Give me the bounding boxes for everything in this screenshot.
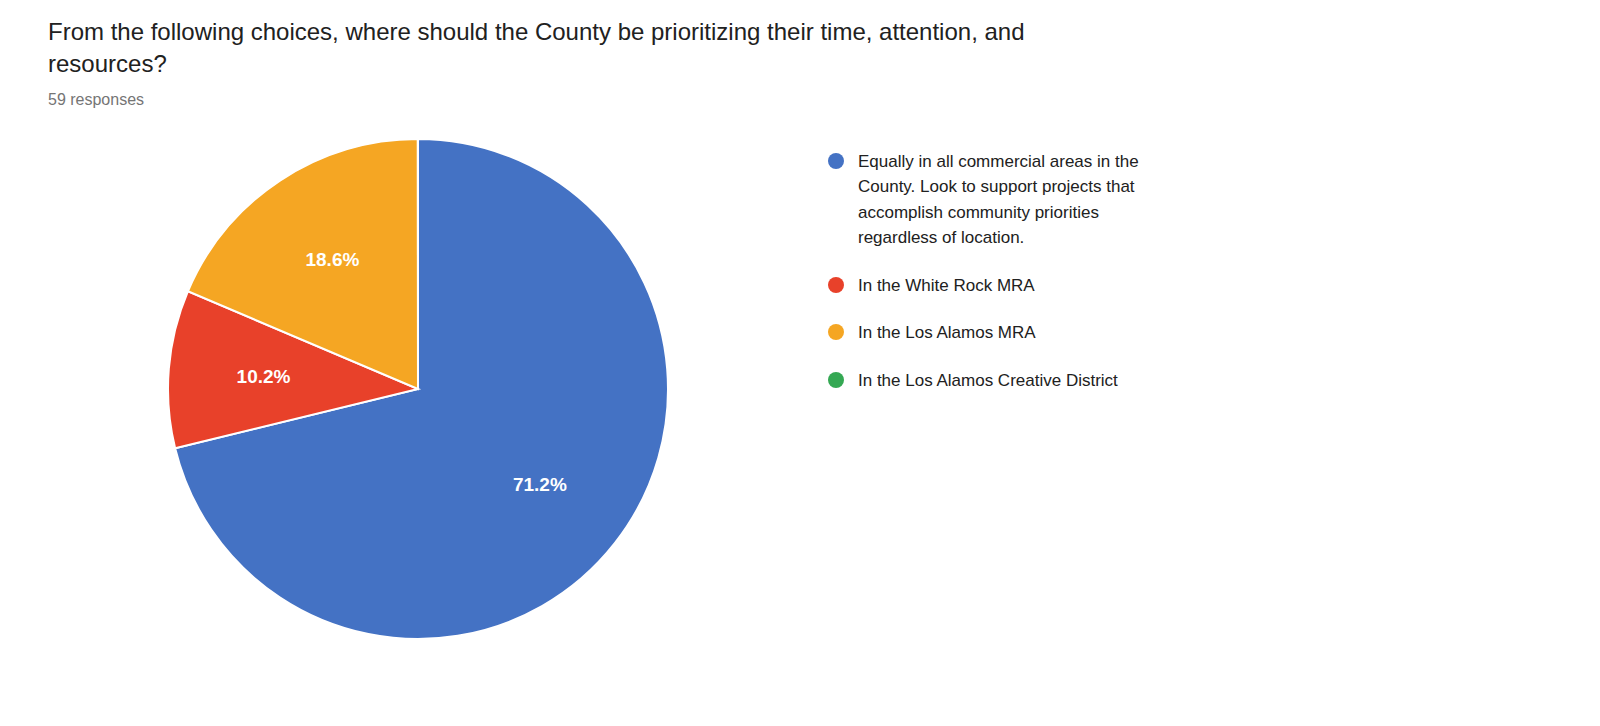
html-text:59 responses: 59 responses <box>48 90 145 108</box>
html-text:From the following choices, wh: From the following choices, where should… <box>48 18 1025 45</box>
html-text:In the Los Alamos Creative Dis: In the Los Alamos Creative District <box>858 370 1118 390</box>
html-text:Equally in all commercial area: Equally in all commercial areas in the C… <box>858 151 1139 248</box>
html-text:In the Los Alamos MRA: In the Los Alamos MRA <box>858 323 1036 343</box>
html-text:In the White Rock MRA: In the White Rock MRA <box>858 275 1035 295</box>
svg-text:71.2%: 71.2% <box>513 474 567 495</box>
svg-text:18.6%: 18.6% <box>305 249 359 270</box>
html-text:resources?: resources? <box>48 50 167 78</box>
svg-text:10.2%: 10.2% <box>237 366 291 387</box>
